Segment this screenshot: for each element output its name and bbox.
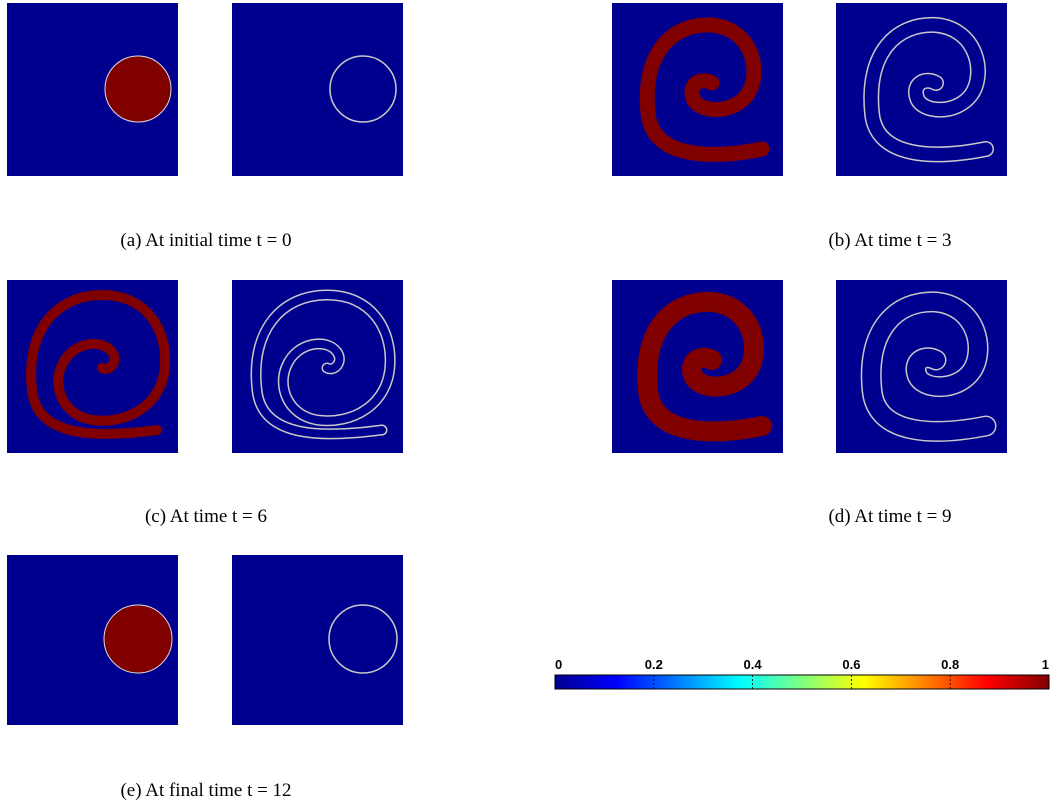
- panel-d: (d) At time t = 9: [612, 280, 1007, 527]
- caption: (d) At time t = 9: [828, 506, 951, 527]
- colorbar-gradient: [554, 674, 1050, 690]
- plot-error: [232, 555, 403, 725]
- caption: (a) At initial time t = 0: [120, 230, 291, 251]
- panel-b: (b) At time t = 3: [612, 3, 1007, 251]
- panel-e: (e) At final time t = 12: [7, 555, 403, 801]
- colorbar-tick-label: 1: [1042, 657, 1049, 672]
- caption: (e) At final time t = 12: [120, 780, 291, 801]
- interface: [328, 604, 398, 674]
- panel-a: (a) At initial time t = 0: [7, 3, 403, 251]
- colorbar-tick-label: 0.8: [941, 657, 959, 672]
- interface: [329, 55, 397, 123]
- colorbar-tick-label: 0.4: [744, 657, 763, 672]
- panel-c: (c) At time t = 6: [7, 280, 403, 527]
- colorbar: 0 0.2 0.4 0.6 0.8 1: [554, 657, 1050, 690]
- caption: (b) At time t = 3: [828, 230, 951, 251]
- caption: (c) At time t = 6: [145, 506, 267, 527]
- droplet: [103, 604, 173, 674]
- plot-error: [232, 3, 403, 176]
- colorbar-tick-label: 0.6: [842, 657, 860, 672]
- droplet: [104, 55, 172, 123]
- colorbar-tick-label: 0: [555, 657, 562, 672]
- colorbar-tick-label: 0.2: [645, 657, 663, 672]
